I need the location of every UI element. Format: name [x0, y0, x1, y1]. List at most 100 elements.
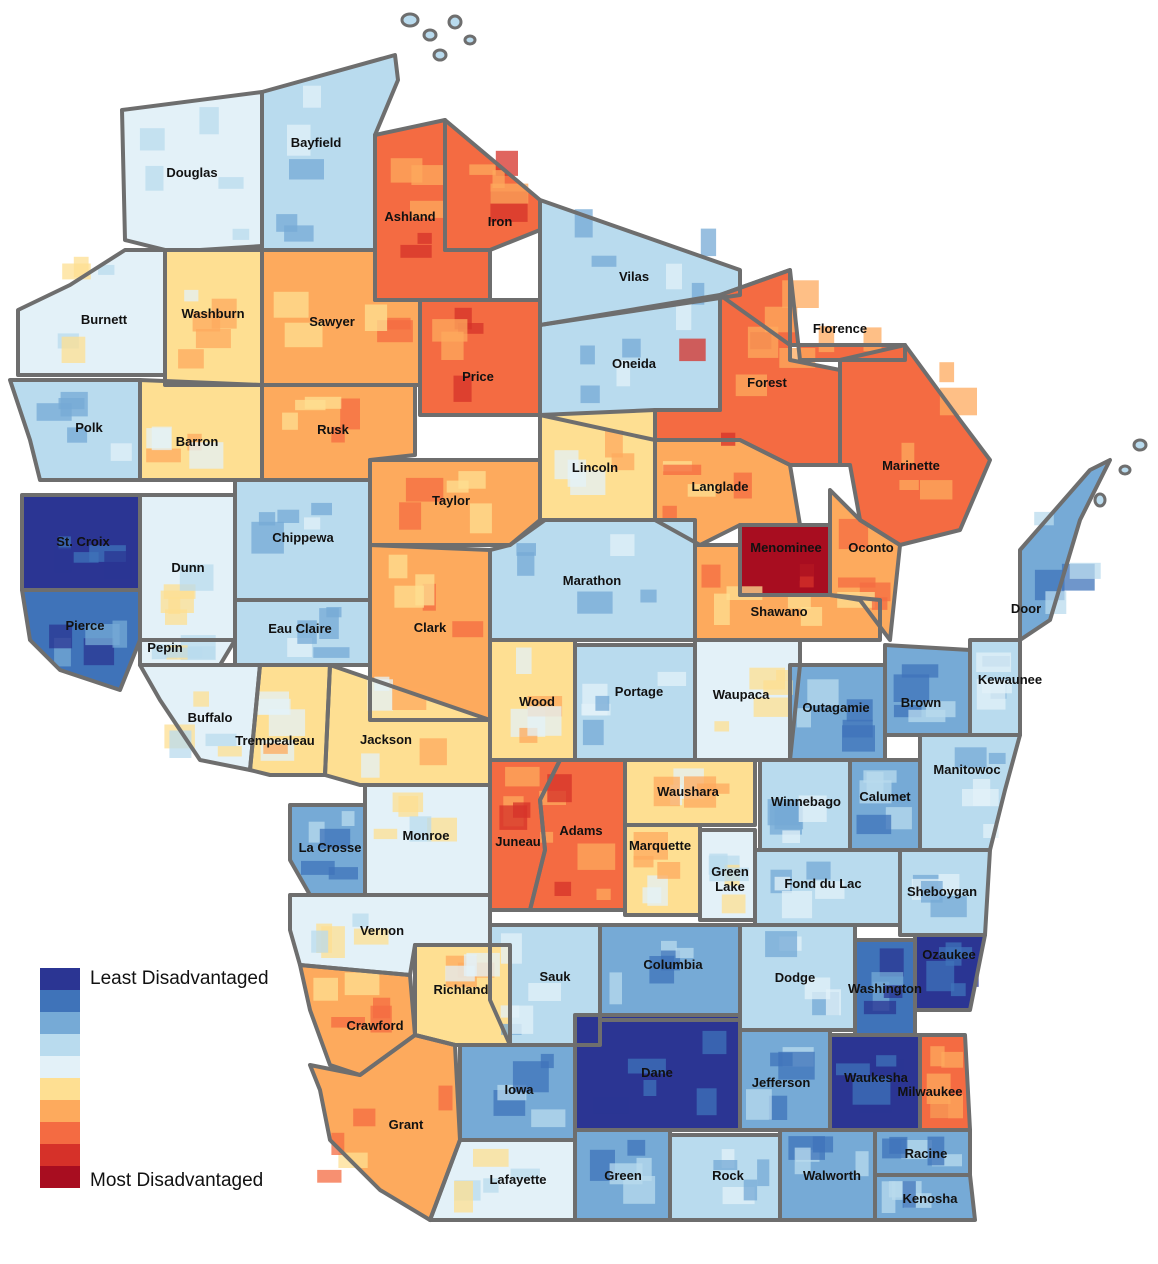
- tract-patch: [289, 159, 324, 180]
- tract-patch: [54, 547, 72, 573]
- county-label-door: Door: [1011, 601, 1041, 616]
- county-price[interactable]: [420, 300, 540, 415]
- county-label-lincoln: Lincoln: [572, 460, 618, 475]
- tract-patch: [679, 338, 706, 362]
- tract-patch: [879, 948, 904, 977]
- tract-patch: [836, 1063, 870, 1076]
- county-outline-iron: [443, 118, 542, 252]
- county-label-menominee: Menominee: [750, 540, 822, 555]
- tract-patch: [331, 426, 345, 443]
- island-shape: [447, 14, 463, 30]
- tract-patch: [675, 947, 694, 959]
- tract-patch: [846, 699, 873, 722]
- tract-patch: [145, 165, 164, 191]
- county-label-dane: Dane: [641, 1065, 673, 1080]
- county-label-iron: Iron: [488, 214, 513, 229]
- tract-patch: [263, 743, 288, 754]
- county-label-green: Green: [604, 1168, 642, 1183]
- tract-patch: [871, 972, 904, 990]
- tract-patch: [218, 177, 244, 189]
- tract-patch: [798, 795, 827, 822]
- tract-patch: [640, 589, 657, 603]
- county-burnett[interactable]: [18, 250, 165, 375]
- tract-patch: [926, 960, 955, 992]
- tract-patch: [370, 1005, 392, 1033]
- county-label-winnebago: Winnebago: [771, 794, 841, 809]
- county-label-sauk: Sauk: [539, 969, 571, 984]
- legend-swatch-c6: [40, 1078, 80, 1100]
- island-shape: [432, 48, 448, 62]
- tract-patch: [714, 721, 730, 732]
- county-label-adams: Adams: [559, 823, 602, 838]
- county-shawano[interactable]: [695, 545, 880, 640]
- tract-patch: [195, 329, 231, 349]
- tract-patch: [582, 719, 604, 746]
- tract-patch: [596, 888, 611, 900]
- tract-patch: [361, 753, 380, 778]
- island-shape: [1093, 492, 1107, 508]
- county-label-kewaunee: Kewaunee: [978, 672, 1042, 687]
- tract-patch: [49, 624, 73, 649]
- tract-patch: [577, 591, 613, 614]
- county-outline-pierce: [20, 588, 142, 692]
- tract-patch: [400, 244, 432, 258]
- tract-patch: [885, 807, 912, 830]
- tract-patch: [616, 360, 631, 387]
- county-forest[interactable]: [655, 270, 840, 465]
- tract-patch: [531, 1109, 566, 1128]
- tract-patch: [610, 534, 635, 556]
- tract-patch: [643, 1080, 657, 1096]
- county-grant[interactable]: [310, 1035, 460, 1220]
- tract-patch: [642, 887, 662, 904]
- county-label-crawford: Crawford: [346, 1018, 403, 1033]
- tract-patch: [577, 843, 616, 870]
- tract-patch: [660, 950, 681, 971]
- tract-patch: [98, 264, 115, 275]
- tract-patch: [415, 574, 435, 606]
- tract-patch: [217, 746, 242, 757]
- tract-patch: [469, 164, 496, 175]
- tract-patch: [301, 860, 335, 875]
- tract-patch: [753, 697, 792, 717]
- county-chippewa[interactable]: [235, 480, 370, 600]
- county-marathon[interactable]: [490, 520, 695, 640]
- tract-patch: [193, 691, 209, 707]
- tract-patch: [774, 876, 791, 891]
- island-shape: [1118, 464, 1132, 476]
- tract-patch: [591, 255, 617, 267]
- county-bayfield[interactable]: [262, 55, 398, 250]
- tract-patch: [855, 1151, 869, 1177]
- tract-patch: [232, 228, 250, 240]
- tract-patch: [941, 1051, 963, 1068]
- tract-patch: [110, 443, 132, 461]
- tract-patch: [505, 766, 540, 787]
- tract-patch: [633, 855, 654, 868]
- tract-patch: [287, 124, 311, 156]
- county-sawyer[interactable]: [262, 250, 420, 385]
- county-label-washington: Washington: [848, 981, 922, 996]
- tract-patch: [251, 521, 284, 554]
- county-label-shawano: Shawano: [750, 604, 807, 619]
- county-label-calumet: Calumet: [859, 789, 911, 804]
- county-label-barron: Barron: [176, 434, 219, 449]
- tract-patch: [319, 828, 351, 849]
- county-label-columbia: Columbia: [643, 957, 703, 972]
- county-label-portage: Portage: [615, 684, 663, 699]
- county-marinette[interactable]: [840, 345, 990, 545]
- tract-patch: [277, 509, 300, 523]
- tract-patch: [516, 647, 532, 674]
- tract-patch: [146, 448, 181, 463]
- tract-patch: [676, 304, 692, 331]
- county-label-outagamie: Outagamie: [802, 700, 869, 715]
- county-label-green-lake: Green Lake: [711, 864, 749, 894]
- tract-patch: [427, 817, 457, 842]
- tract-patch: [882, 1138, 907, 1159]
- tract-patch: [344, 972, 380, 996]
- tract-patch: [580, 345, 595, 365]
- county-lincoln[interactable]: [540, 410, 655, 520]
- county-label-st-croix: St. Croix: [56, 534, 110, 549]
- tract-patch: [721, 894, 746, 914]
- county-label-eau-claire: Eau Claire: [268, 621, 332, 636]
- county-label-pepin: Pepin: [147, 640, 182, 655]
- tract-patch: [499, 805, 528, 830]
